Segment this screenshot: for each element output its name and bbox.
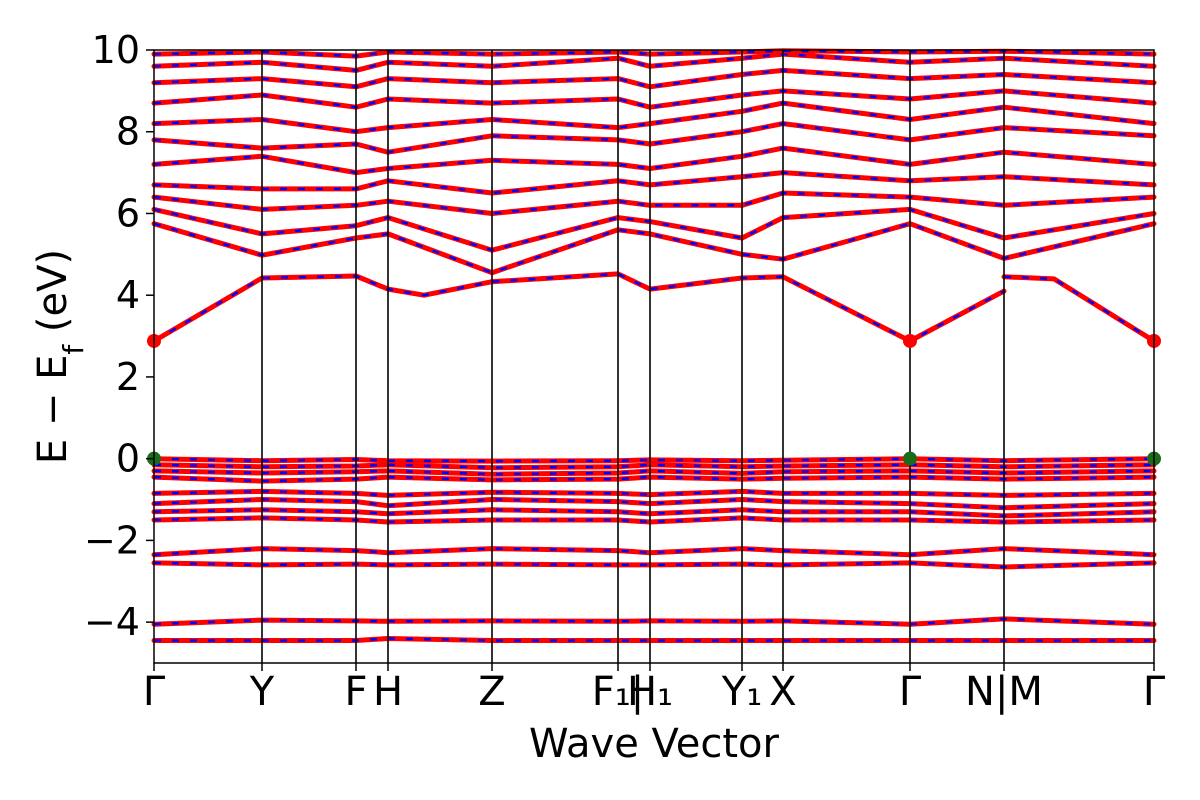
band-line-up-conduction-2-0 [151,221,1157,276]
band-line-down-conduction-10-0 [153,69,1155,89]
band-line-down-valence-12-0 [154,637,1154,642]
kpoint-lines [261,50,1005,663]
band-lines [151,48,1157,643]
band-line-down-conduction-7-0 [153,122,1155,154]
x-tick-label: Γ [1143,669,1166,715]
x-tick-label: H [373,669,403,715]
y-tick-label: 4 [116,273,140,317]
extrema-markers [147,333,1161,466]
band-line-down-conduction-8-0 [153,101,1155,133]
x-axis-ticks: Γ Y F H Z F₁|H₁ Y₁ X Γ N|M Γ [143,663,1166,715]
y-axis-label: E − Ef (eV) [30,249,90,464]
band-line-down-valence-8-0 [153,516,1155,524]
x-axis-label: Wave Vector [529,721,780,767]
band-line-up-conduction-1-1 [1001,274,1157,344]
vbm-marker-4 [903,451,917,466]
y-tick-label: 10 [92,28,140,72]
band-line-down-valence-4-0 [153,475,1155,483]
band-line-down-conduction-3-0 [153,208,1155,252]
x-tick-label: Γ [143,669,166,715]
band-line-down-conduction-12-0 [153,49,1155,58]
band-line-up-conduction-1-0 [151,271,1007,344]
band-line-down-conduction-5-0 [153,171,1155,195]
y-tick-label: −4 [84,600,140,644]
x-tick-label: F [344,669,367,715]
band-line-down-valence-1-0 [153,457,1155,463]
y-tick-label: 8 [116,110,140,154]
plot-frame [153,49,1155,664]
band-line-down-valence-2-0 [153,463,1155,469]
y-axis-label-unit: (eV) [30,249,76,345]
band-line-down-conduction-6-0 [153,146,1155,174]
y-axis-label-sub: f [57,344,90,355]
band-line-down-valence-10-0 [153,561,1155,569]
y-tick-label: 0 [116,437,140,481]
x-tick-label: Y [249,669,275,715]
y-tick-label: 2 [116,355,140,399]
band-line-down-conduction-4-0 [153,191,1155,215]
y-axis-ticks: −4 −2 0 2 4 6 8 10 [84,28,154,644]
y-axis-label-main: E − E [30,355,76,465]
x-tick-label: Z [478,669,505,715]
x-tick-label: Y₁ [721,669,762,715]
y-tick-label: 6 [116,191,140,235]
band-line-down-conduction-1-1 [1003,275,1155,343]
x-tick-label: F₁| [592,669,645,715]
band-line-down-valence-7-0 [153,508,1155,518]
band-line-down-conduction-11-0 [153,52,1155,72]
band-line-down-valence-11-0 [153,617,1155,626]
x-tick-label: N|M [965,669,1043,715]
band-line-down-valence-3-0 [153,469,1155,476]
band-line-down-conduction-1-0 [153,272,1005,343]
band-line-down-conduction-9-0 [153,89,1155,109]
x-tick-label: H₁ [627,669,673,715]
y-tick-label: −2 [84,518,140,562]
cbm-marker-1 [903,333,917,348]
x-tick-label: Γ [899,669,922,715]
band-line-down-valence-9-0 [153,547,1155,556]
x-tick-label: X [769,669,796,715]
band-line-down-valence-5-0 [153,490,1155,497]
band-line-down-valence-6-0 [153,498,1155,509]
